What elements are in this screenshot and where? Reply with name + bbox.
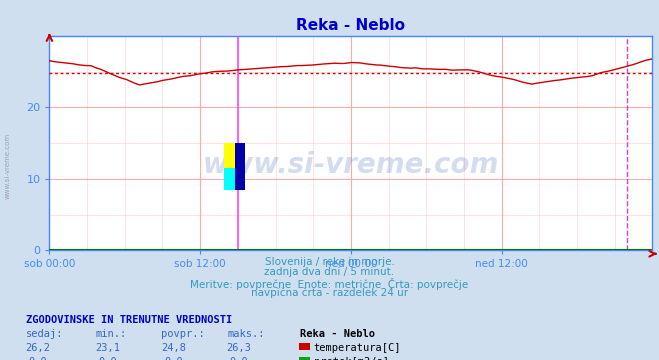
Bar [235,143,245,189]
Text: 0,0: 0,0 [164,357,183,360]
Bar [223,168,235,189]
Text: navpična črta - razdelek 24 ur: navpična črta - razdelek 24 ur [251,288,408,298]
Text: sedaj:: sedaj: [26,329,64,339]
Title: Reka - Neblo: Reka - Neblo [297,18,405,33]
Text: www.si-vreme.com: www.si-vreme.com [5,132,11,199]
Text: zadnja dva dni / 5 minut.: zadnja dva dni / 5 minut. [264,267,395,278]
Text: povpr.:: povpr.: [161,329,205,339]
Text: Slovenija / reke in morje.: Slovenija / reke in morje. [264,257,395,267]
Text: 26,3: 26,3 [227,343,252,353]
Text: 23,1: 23,1 [95,343,120,353]
Text: www.si-vreme.com: www.si-vreme.com [203,150,499,179]
Text: ZGODOVINSKE IN TRENUTNE VREDNOSTI: ZGODOVINSKE IN TRENUTNE VREDNOSTI [26,315,233,325]
Text: 0,0: 0,0 [29,357,47,360]
Text: maks.:: maks.: [227,329,265,339]
Text: Reka - Neblo: Reka - Neblo [300,329,375,339]
Text: temperatura[C]: temperatura[C] [314,343,401,353]
Text: Meritve: povprečne  Enote: metrične  Črta: povprečje: Meritve: povprečne Enote: metrične Črta:… [190,278,469,289]
Text: pretok[m3/s]: pretok[m3/s] [314,357,389,360]
Text: 26,2: 26,2 [26,343,51,353]
Text: min.:: min.: [96,329,127,339]
Text: 24,8: 24,8 [161,343,186,353]
Text: 0,0: 0,0 [230,357,248,360]
Text: 0,0: 0,0 [98,357,117,360]
Bar [223,143,235,168]
